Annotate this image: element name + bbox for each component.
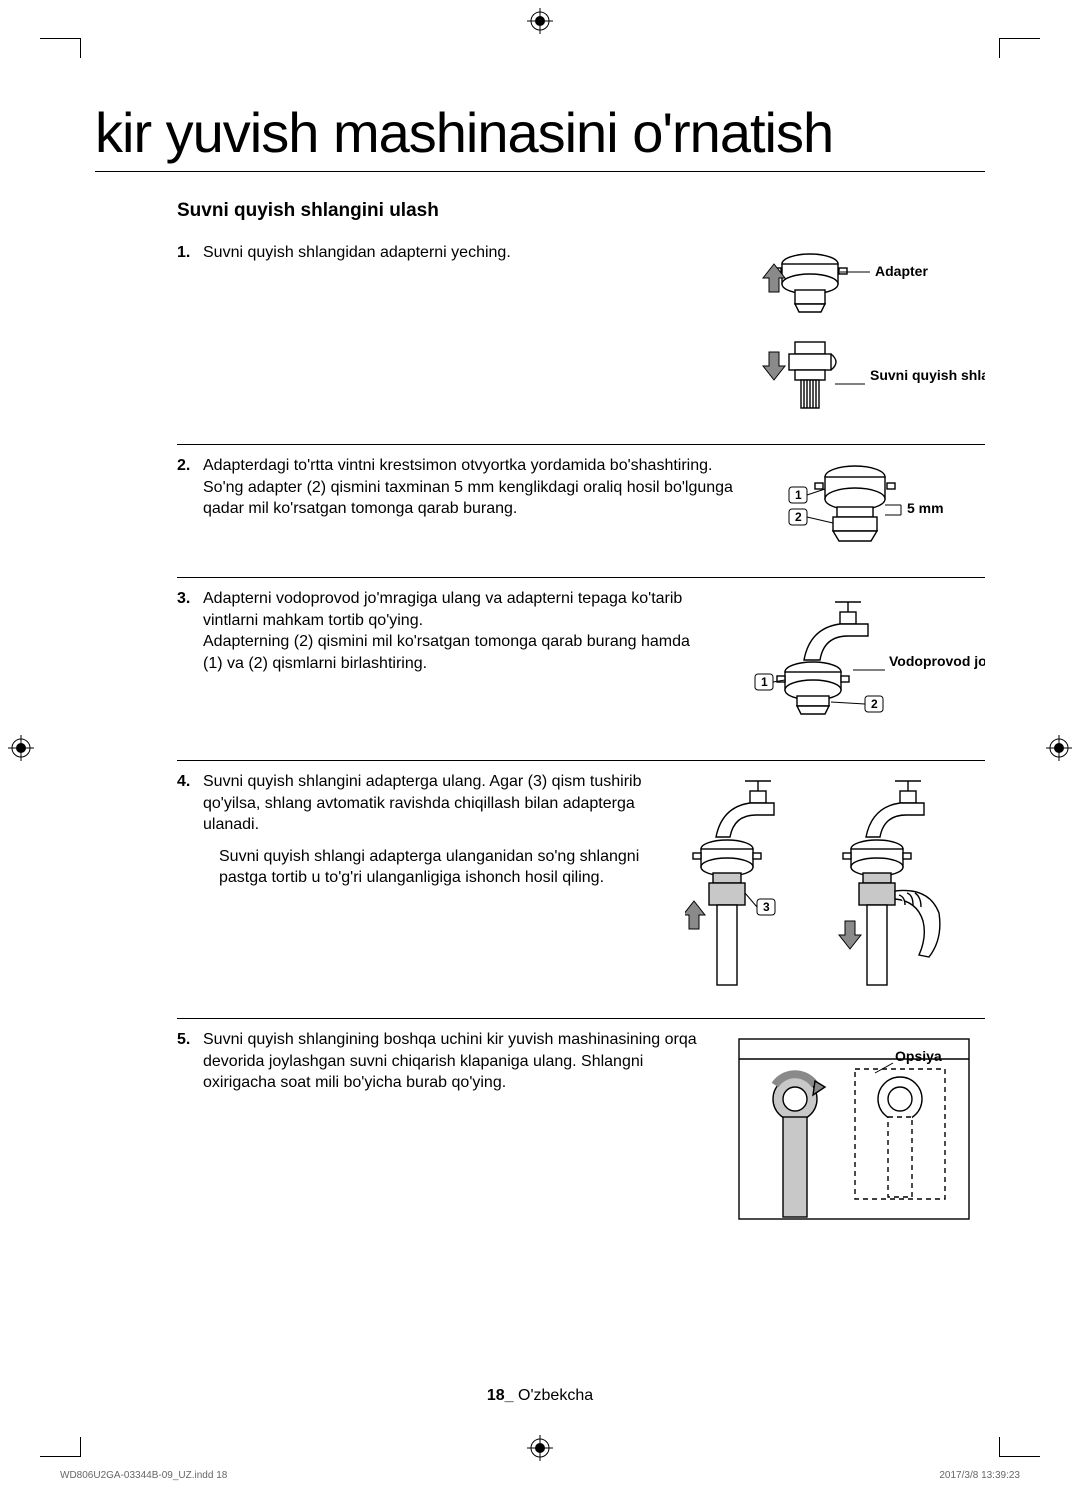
- section-heading: Suvni quyish shlangini ulash: [177, 200, 985, 222]
- step-1: 1. Suvni quyish shlangidan adapterni yec…: [177, 232, 985, 436]
- figure-label: Suvni quyish shlangi: [870, 367, 985, 383]
- crop-mark: [80, 1437, 81, 1457]
- figure-label: Vodoprovod jo'mragi: [889, 653, 985, 669]
- print-date: 2017/3/8 13:39:23: [939, 1470, 1020, 1481]
- registration-mark-icon: [8, 735, 34, 761]
- step-figure: 1 2 Vodoprovod jo'mragi: [725, 588, 985, 738]
- step-figure: Opsiya: [725, 1029, 985, 1229]
- figure-label: Opsiya: [895, 1048, 942, 1064]
- page-content: kir yuvish mashinasini o'rnatish Suvni q…: [95, 100, 985, 1405]
- step-text: Suvni quyish shlangining boshqa uchini k…: [203, 1029, 725, 1229]
- registration-mark-icon: [1046, 735, 1072, 761]
- crop-mark: [1000, 1456, 1040, 1457]
- crop-mark: [80, 38, 81, 58]
- callout-label: 2: [871, 697, 878, 711]
- page-title: kir yuvish mashinasini o'rnatish: [95, 100, 985, 172]
- step-number: 4.: [177, 771, 203, 996]
- adapter-loosen-diagram-icon: 5 mm 1 2: [745, 455, 985, 555]
- page-number: 18_: [487, 1387, 514, 1404]
- callout-label: 2: [795, 510, 802, 524]
- figure-label: 5 mm: [907, 500, 944, 516]
- crop-mark: [999, 1437, 1000, 1457]
- figure-label: Adapter: [875, 263, 928, 279]
- crop-mark: [999, 38, 1000, 58]
- step-figure: Adapter: [745, 242, 985, 422]
- adapter-diagram-icon: Adapter: [745, 242, 985, 422]
- step-number: 2.: [177, 455, 203, 555]
- callout-label: 3: [763, 900, 770, 914]
- print-metadata: WD806U2GA-03344B-09_UZ.indd 18 2017/3/8 …: [60, 1470, 1020, 1481]
- step-2: 2. Adapterdagi to'rtta vintni krestsimon…: [177, 444, 985, 569]
- step-text: Adapterdagi to'rtta vintni krestsimon ot…: [203, 455, 745, 555]
- step-3: 3. Adapterni vodoprovod jo'mragiga ulang…: [177, 577, 985, 752]
- hose-connect-diagram-icon: 3: [685, 771, 985, 996]
- machine-back-diagram-icon: Opsiya: [725, 1029, 985, 1229]
- page-language: O'zbekcha: [518, 1387, 593, 1404]
- callout-label: 1: [795, 488, 802, 502]
- step-number: 3.: [177, 588, 203, 738]
- page-footer: 18_ O'zbekcha: [95, 1387, 985, 1405]
- crop-mark: [1000, 38, 1040, 39]
- tap-adapter-diagram-icon: 1 2 Vodoprovod jo'mragi: [725, 588, 985, 738]
- content-column: Suvni quyish shlangini ulash 1. Suvni qu…: [177, 200, 985, 1243]
- callout-label: 1: [761, 675, 768, 689]
- step-4: 4. Suvni quyish shlangini adapterga ulan…: [177, 760, 985, 1010]
- crop-mark: [40, 38, 80, 39]
- step-5: 5. Suvni quyish shlangining boshqa uchin…: [177, 1018, 985, 1243]
- registration-mark-icon: [527, 8, 553, 34]
- print-file: WD806U2GA-03344B-09_UZ.indd 18: [60, 1470, 227, 1481]
- step-text-main: Suvni quyish shlangini adapterga ulang. …: [203, 773, 641, 833]
- step-subtext: Suvni quyish shlangi adapterga ulanganid…: [219, 846, 673, 889]
- crop-mark: [40, 1456, 80, 1457]
- step-figure: 5 mm 1 2: [745, 455, 985, 555]
- step-figure: 3: [685, 771, 985, 996]
- step-text: Suvni quyish shlangidan adapterni yechin…: [203, 242, 745, 422]
- step-number: 1.: [177, 242, 203, 422]
- step-text: Adapterni vodoprovod jo'mragiga ulang va…: [203, 588, 725, 738]
- registration-mark-icon: [527, 1435, 553, 1461]
- step-text: Suvni quyish shlangini adapterga ulang. …: [203, 771, 685, 996]
- step-number: 5.: [177, 1029, 203, 1229]
